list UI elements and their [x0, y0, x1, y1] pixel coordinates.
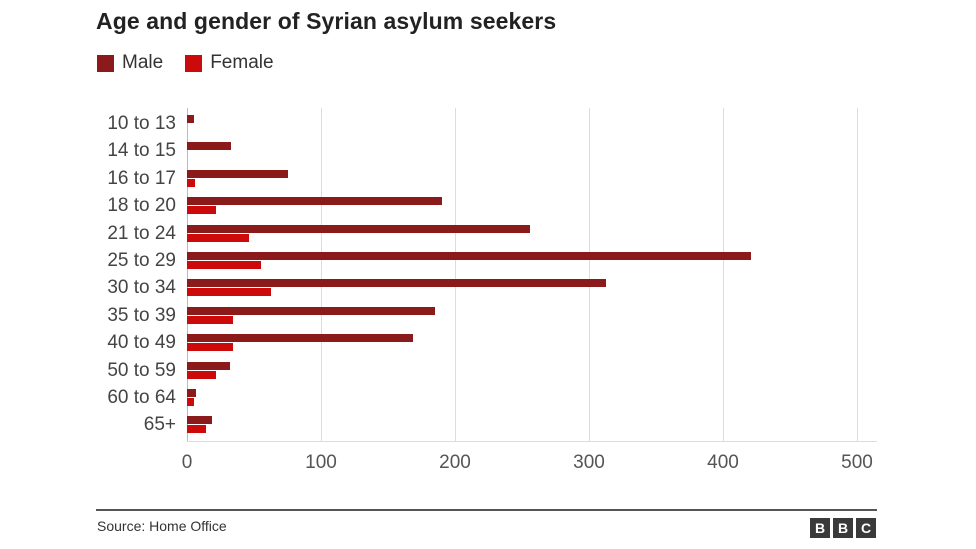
bbc-logo-block: B [833, 518, 853, 538]
y-category-label: 21 to 24 [107, 223, 176, 244]
legend: Male Female [97, 52, 296, 74]
legend-label-male: Male [122, 52, 164, 73]
bar-female [187, 206, 216, 214]
bar-female [187, 316, 233, 324]
y-category-label: 16 to 17 [107, 168, 176, 189]
bar-male [187, 362, 230, 370]
footer-divider [96, 509, 877, 511]
gridline [857, 108, 858, 442]
y-category-label: 60 to 64 [107, 387, 176, 408]
bbc-logo-block: C [856, 518, 876, 538]
bar-male [187, 334, 413, 342]
bar-male [187, 142, 231, 150]
bar-female [187, 261, 261, 269]
bar-male [187, 416, 212, 424]
bar-male [187, 279, 606, 287]
y-category-label: 30 to 34 [107, 277, 176, 298]
legend-swatch-male [97, 54, 114, 72]
legend-item-male: Male [97, 52, 163, 74]
bar-male [187, 197, 442, 205]
x-tick-label: 100 [305, 452, 337, 473]
y-category-label: 35 to 39 [107, 305, 176, 326]
bbc-logo-block: B [810, 518, 830, 538]
bar-female [187, 371, 216, 379]
y-category-label: 10 to 13 [107, 113, 176, 134]
x-tick-label: 300 [573, 452, 605, 473]
gridline [321, 108, 322, 442]
bar-female [187, 398, 194, 406]
legend-swatch-female [185, 54, 203, 72]
y-axis-line [187, 108, 188, 442]
legend-item-female: Female [185, 52, 274, 74]
bbc-logo: B B C [810, 518, 876, 538]
bar-female [187, 425, 206, 433]
bar-male [187, 115, 194, 123]
bar-male [187, 307, 435, 315]
x-tick-label: 200 [439, 452, 471, 473]
bar-male [187, 252, 751, 260]
bar-female [187, 179, 195, 187]
y-category-label: 40 to 49 [107, 332, 176, 353]
legend-label-female: Female [210, 52, 274, 73]
x-tick-label: 500 [841, 452, 873, 473]
x-tick-label: 0 [181, 452, 193, 473]
x-tick-label: 400 [707, 452, 739, 473]
chart-title: Age and gender of Syrian asylum seekers [96, 8, 557, 34]
y-category-label: 50 to 59 [107, 360, 176, 381]
bar-female [187, 343, 233, 351]
y-category-label: 65+ [143, 414, 176, 435]
bar-male [187, 225, 530, 233]
y-category-label: 14 to 15 [107, 140, 176, 161]
bar-male [187, 170, 288, 178]
source-note: Source: Home Office [97, 518, 227, 534]
bar-female [187, 234, 249, 242]
gridline [455, 108, 456, 442]
x-axis-line [187, 441, 877, 442]
gridline [589, 108, 590, 442]
bar-female [187, 288, 271, 296]
y-category-label: 25 to 29 [107, 250, 176, 271]
gridline [723, 108, 724, 442]
bar-male [187, 389, 196, 397]
y-category-label: 18 to 20 [107, 195, 176, 216]
